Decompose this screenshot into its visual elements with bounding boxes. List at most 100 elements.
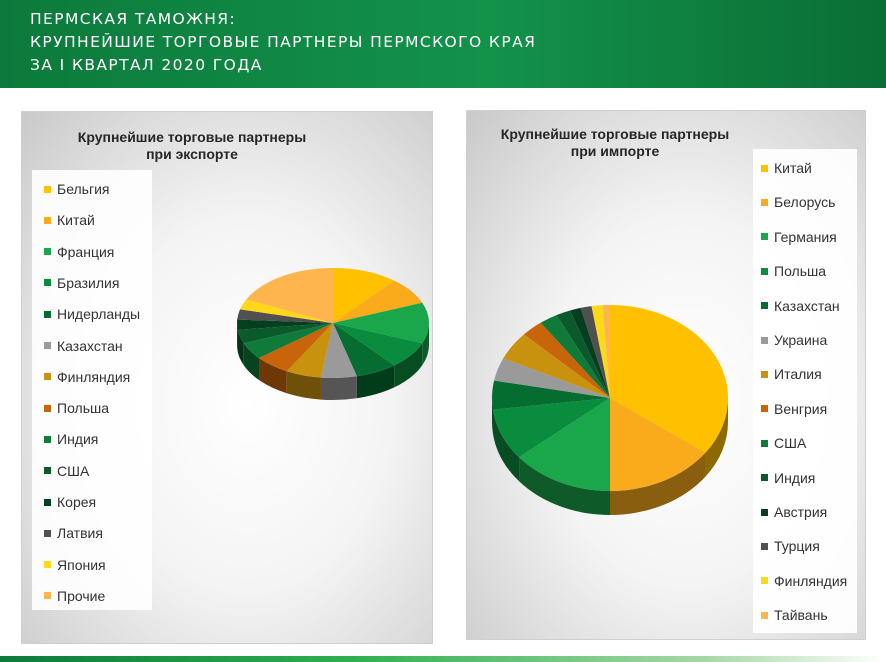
legend-item: Корея [44, 492, 96, 512]
legend-item: Австрия [761, 502, 827, 522]
pie-slice-side-3 [394, 343, 423, 388]
legend-swatch [44, 404, 51, 412]
pie-slice-side-6 [286, 371, 321, 400]
legend-item: Бразилия [44, 273, 119, 293]
import-chart-title: Крупнейшие торговые партнеры при импорте [481, 126, 749, 160]
legend-label: Польша [57, 400, 110, 417]
pie-slice-side-5 [320, 376, 357, 401]
import-pie-chart [492, 305, 728, 515]
export-chart-panel: Крупнейшие торговые партнеры при экспорт… [21, 111, 433, 644]
pie-slice-5 [320, 323, 357, 379]
legend-item: Польша [44, 398, 109, 418]
legend-label: Китай [57, 212, 95, 229]
legend-item: Прочие [44, 586, 105, 606]
legend-swatch [44, 529, 51, 537]
legend-swatch [44, 279, 51, 287]
legend-label: Австрия [774, 504, 828, 520]
pie-slice-side-9 [237, 329, 244, 366]
export-chart-title-line-2: при экспорте [146, 146, 238, 162]
legend-swatch [761, 474, 768, 482]
pie-slice-7 [259, 323, 333, 372]
legend-label: Италия [774, 366, 822, 383]
legend-label: Германия [774, 228, 837, 245]
legend-swatch [761, 405, 768, 413]
legend-label: Индия [57, 431, 99, 448]
pie-slice-6 [286, 323, 333, 378]
legend-swatch [44, 592, 51, 600]
pie-slice-side-2 [422, 323, 429, 366]
legend-item: Венгрия [761, 399, 827, 419]
header-title-line-2: Крупнейшие торговые партнеры Пермского к… [30, 33, 537, 51]
legend-swatch [761, 439, 768, 447]
legend-label: Корея [57, 494, 97, 510]
legend-label: Турция [774, 538, 820, 555]
legend-item: Турция [761, 536, 820, 556]
legend-swatch [761, 233, 768, 241]
legend-item: Нидерланды [44, 304, 140, 324]
legend-swatch [761, 198, 768, 206]
header-banner: Пермская таможня: Крупнейшие торговые па… [0, 0, 886, 88]
legend-label: Белорусь [774, 194, 836, 211]
pie-side-group [237, 323, 429, 401]
pie-slice-1 [610, 398, 706, 491]
legend-label: Япония [57, 556, 106, 573]
pie-slice-11 [237, 309, 333, 323]
pie-slice-3 [333, 323, 423, 366]
legend-label: США [57, 462, 90, 479]
legend-item: Казахстан [761, 296, 840, 316]
legend-swatch [761, 542, 768, 550]
legend-item: Италия [761, 364, 822, 384]
legend-item: Белорусь [761, 192, 835, 212]
pie-slice-side-7 [259, 358, 287, 394]
legend-swatch [44, 561, 51, 569]
legend-item: Латвия [44, 523, 103, 543]
pie-slice-side-2 [519, 457, 610, 515]
legend-label: Бразилия [57, 274, 120, 291]
legend-item: США [44, 461, 89, 481]
legend-item: Финляндия [44, 367, 130, 387]
legend-item: США [761, 433, 806, 453]
pie-slice-10 [237, 319, 333, 330]
legend-swatch [761, 508, 768, 516]
legend-label: Латвия [57, 525, 103, 542]
pie-slice-9 [237, 323, 333, 344]
legend-label: Китай [774, 160, 812, 176]
legend-label: Тайвань [774, 607, 828, 624]
legend-label: Казахстан [57, 337, 123, 354]
export-chart-title-line-1: Крупнейшие торговые партнеры [77, 129, 307, 145]
pie-slice-9 [556, 310, 610, 398]
legend-item: Казахстан [44, 336, 123, 356]
legend-item: Германия [761, 227, 837, 247]
pie-slice-1 [333, 280, 423, 323]
pie-slice-4 [333, 323, 395, 377]
legend-item: Бельгия [44, 179, 109, 199]
pie-slice-7 [523, 322, 610, 398]
pie-slice-side-1 [610, 452, 706, 515]
legend-swatch [44, 185, 51, 193]
legend-label: Польша [774, 263, 827, 280]
legend-item: Тайвань [761, 605, 828, 625]
legend-label: Бельгия [57, 181, 110, 197]
pie-slice-side-8 [243, 343, 260, 381]
header-title-line-1: Пермская таможня: [30, 10, 237, 28]
export-pie-chart [237, 268, 430, 401]
pie-slice-10 [570, 307, 610, 398]
pie-slice-3 [492, 398, 610, 458]
legend-swatch [44, 435, 51, 443]
legend-item: Украина [761, 330, 827, 350]
pie-slice-12 [591, 305, 610, 398]
legend-swatch [44, 498, 51, 506]
legend-swatch [44, 467, 51, 475]
legend-swatch [761, 267, 768, 275]
legend-swatch [44, 342, 51, 349]
pie-slice-side-10 [237, 323, 238, 352]
import-chart-title-line-2: при импорте [570, 143, 660, 159]
legend-item: Польша [761, 261, 826, 281]
import-legend: Китай Белорусь Германия Польша Казахстан Укра… [753, 149, 857, 633]
pie-slice-4 [492, 380, 610, 410]
export-chart-title: Крупнейшие торговые партнеры при экспорт… [42, 129, 342, 163]
legend-swatch [761, 611, 768, 619]
legend-swatch [761, 302, 768, 310]
legend-swatch [761, 336, 768, 344]
legend-swatch [761, 164, 768, 172]
